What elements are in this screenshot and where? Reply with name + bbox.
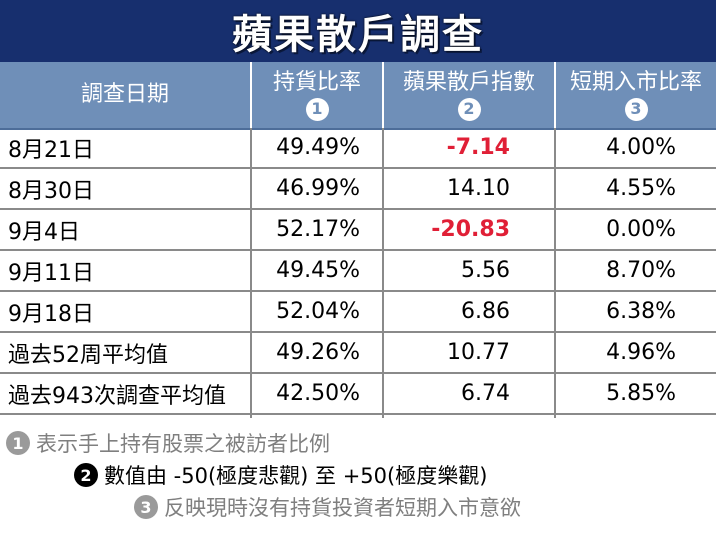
cell-index: -7.14 (446, 135, 510, 160)
footnote-2: 2 數值由 -50(極度悲觀) 至 +50(極度樂觀) (74, 460, 487, 490)
cell-date: 9月4日 (8, 219, 80, 245)
header-index-label: 蘋果散戶指數 (402, 69, 535, 95)
footnote-1: 1 表示手上持有股票之被訪者比例 (6, 428, 330, 458)
cell-short: 8.70% (606, 258, 676, 283)
header-divider (554, 62, 556, 128)
footnote-text: 數值由 -50(極度悲觀) 至 +50(極度樂觀) (104, 464, 488, 488)
cell-date: 9月18日 (8, 301, 94, 327)
header-short-label: 短期入市比率 (569, 69, 702, 95)
cell-short: 4.96% (606, 340, 676, 365)
cell-holding: 49.49% (276, 135, 360, 160)
column-divider (382, 128, 384, 418)
cell-holding: 52.04% (276, 299, 360, 324)
cell-index: 14.10 (447, 176, 510, 201)
cell-index: -20.83 (431, 217, 510, 242)
footnotes: 1 表示手上持有股票之被訪者比例 2 數值由 -50(極度悲觀) 至 +50(極… (0, 420, 716, 533)
header-short: 短期入市比率 3 (556, 62, 716, 128)
table-row: 過去52周平均值 49.26% 10.77 4.96% (0, 333, 716, 374)
footnote-marker: 2 (74, 463, 98, 487)
footnote-3: 3 反映現時沒有持貨投資者短期入市意欲 (134, 492, 521, 522)
cell-holding: 46.99% (276, 176, 360, 201)
header-divider (250, 62, 252, 128)
header-holding: 持貨比率 1 (252, 62, 382, 128)
header-date-label: 調查日期 (80, 82, 169, 107)
cell-index: 6.74 (461, 381, 510, 406)
cell-date: 8月21日 (8, 137, 94, 163)
cell-date: 9月11日 (8, 260, 94, 286)
header-holding-label: 持貨比率 (272, 69, 361, 95)
header-short-marker: 3 (624, 97, 648, 121)
cell-index: 5.56 (461, 258, 510, 283)
cell-date: 過去943次調查平均值 (8, 383, 226, 409)
cell-index: 10.77 (447, 340, 510, 365)
cell-short: 5.85% (606, 381, 676, 406)
header-date: 調查日期 (0, 62, 250, 128)
table-row: 過去943次調查平均值 42.50% 6.74 5.85% (0, 374, 716, 415)
table-body: 8月21日 49.49% -7.14 4.00% 8月30日 46.99% 14… (0, 128, 716, 415)
table-row: 9月11日 49.45% 5.56 8.70% (0, 251, 716, 292)
table-title: 蘋果散戶調查 (232, 12, 484, 58)
cell-holding: 52.17% (276, 217, 360, 242)
header-index: 蘋果散戶指數 2 (384, 62, 554, 128)
table-row: 8月21日 49.49% -7.14 4.00% (0, 128, 716, 169)
column-divider (250, 128, 252, 418)
cell-holding: 49.45% (276, 258, 360, 283)
cell-short: 0.00% (606, 217, 676, 242)
cell-holding: 49.26% (276, 340, 360, 365)
footnote-text: 表示手上持有股票之被訪者比例 (36, 432, 330, 456)
cell-short: 4.55% (606, 176, 676, 201)
table-row: 8月30日 46.99% 14.10 4.55% (0, 169, 716, 210)
footnote-marker: 3 (134, 495, 158, 519)
header-holding-marker: 1 (305, 97, 329, 121)
footnote-text: 反映現時沒有持貨投資者短期入市意欲 (164, 496, 521, 520)
cell-short: 4.00% (606, 135, 676, 160)
column-divider (554, 128, 556, 418)
title-bar: 蘋果散戶調查 (0, 0, 716, 62)
cell-date: 過去52周平均值 (8, 342, 168, 368)
table-row: 9月18日 52.04% 6.86 6.38% (0, 292, 716, 333)
table-header: 調查日期 持貨比率 1 蘋果散戶指數 2 短期入市比率 3 (0, 62, 716, 130)
cell-holding: 42.50% (276, 381, 360, 406)
cell-short: 6.38% (606, 299, 676, 324)
header-index-marker: 2 (457, 97, 481, 121)
header-divider (382, 62, 384, 128)
cell-date: 8月30日 (8, 178, 94, 204)
footnote-marker: 1 (6, 431, 30, 455)
cell-index: 6.86 (461, 299, 510, 324)
table-row: 9月4日 52.17% -20.83 0.00% (0, 210, 716, 251)
